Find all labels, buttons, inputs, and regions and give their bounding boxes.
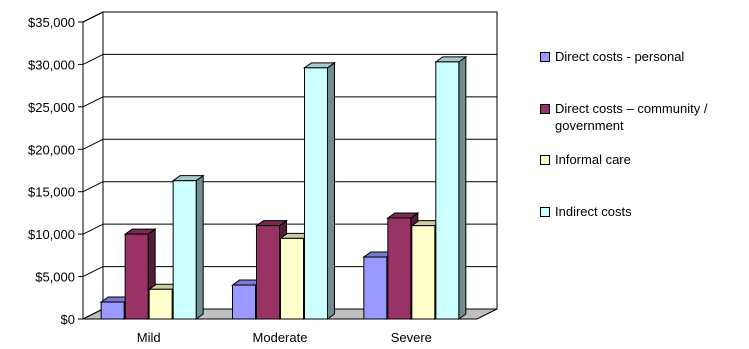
y-tick-label: $30,000 (28, 57, 75, 72)
bar (124, 233, 149, 320)
legend-label-informal-care: Informal care (555, 152, 631, 167)
gridline-side (82, 181, 104, 193)
x-tick-label: Mild (137, 330, 161, 345)
gridline-side (82, 53, 104, 65)
y-tick-label: $10,000 (28, 227, 75, 242)
bar (387, 217, 412, 320)
gridline-side (82, 11, 104, 23)
bar (148, 288, 173, 320)
legend-swatch-informal-care (540, 155, 550, 165)
legend-swatch-direct-personal (540, 52, 550, 62)
bar-side (458, 55, 467, 320)
y-tick-label: $20,000 (28, 142, 75, 157)
legend-item-informal-care: Informal care (540, 151, 631, 168)
legend-label-direct-community: Direct costs – community / government (555, 101, 708, 133)
legend-label-indirect-costs: Indirect costs (555, 204, 632, 219)
legend-swatch-indirect-costs (540, 207, 550, 217)
x-tick-label: Severe (391, 330, 432, 345)
y-tick-label: $25,000 (28, 100, 75, 115)
gridline-side (82, 223, 104, 235)
gridline-side (82, 96, 104, 108)
gridline-side (82, 266, 104, 278)
legend-item-direct-community: Direct costs – community / government (540, 100, 745, 134)
gridline-side (82, 138, 104, 150)
y-tick-label: $15,000 (28, 185, 75, 200)
bar-side (327, 61, 335, 320)
bar (411, 225, 436, 320)
legend-swatch-direct-community (540, 104, 550, 114)
legend-item-direct-personal: Direct costs - personal (540, 48, 684, 65)
bar (232, 284, 256, 320)
y-tick-label: $5,000 (35, 270, 75, 285)
bar (100, 301, 125, 320)
bar (435, 61, 460, 320)
x-tick-label: Moderate (253, 330, 308, 345)
bar (172, 180, 197, 320)
bar-side (195, 174, 204, 320)
bar (363, 256, 388, 320)
legend-item-indirect-costs: Indirect costs (540, 203, 632, 220)
y-tick-label: $35,000 (28, 15, 75, 30)
bar (256, 225, 280, 320)
plot-side-wall (82, 11, 104, 320)
bar (280, 237, 304, 320)
bar (304, 67, 328, 320)
y-tick-label: $0 (61, 312, 75, 327)
legend-label-direct-personal: Direct costs - personal (555, 49, 685, 64)
